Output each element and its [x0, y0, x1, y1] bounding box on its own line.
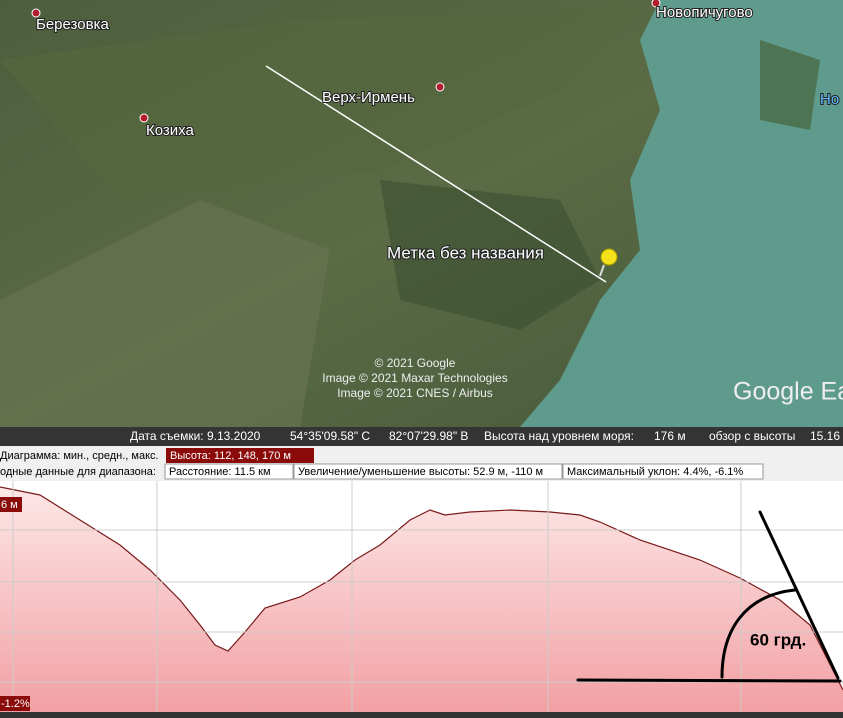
field [380, 180, 600, 330]
height-value: Высота: 112, 148, 170 м [170, 450, 291, 462]
axis-top-box [0, 497, 22, 512]
status-lon: 82°07'29.98" В [389, 429, 468, 443]
place-dot [435, 82, 445, 92]
summary-label: одные данные для диапазона: [0, 466, 156, 478]
field [0, 10, 640, 200]
status-elevation: 176 м [654, 429, 686, 443]
place-dot [651, 0, 661, 8]
place-label: Козиха [146, 122, 194, 139]
field-box [164, 463, 294, 480]
axis-bottom-label: -1.2% [1, 698, 30, 710]
chart-label: Диаграмма: мин., средн., макс. [0, 450, 159, 462]
field-box [562, 463, 764, 480]
distance: Расстояние: 11.5 км [169, 466, 271, 478]
credit: Image © 2021 CNES / Airbus [337, 386, 493, 400]
place-dot [139, 113, 149, 123]
place-label: Березовка [36, 16, 109, 33]
field-box [293, 463, 563, 480]
status-date: Дата съемки: 9.13.2020 [130, 429, 261, 443]
height-box[interactable] [166, 448, 314, 463]
grid [0, 481, 843, 712]
place-label: Но [820, 91, 839, 108]
status-label: обзор с высоты [709, 429, 795, 443]
status-view: 15.16 [810, 429, 840, 443]
axis-top-label: 6 м [1, 499, 18, 511]
map-view[interactable]: Березовка Новопичугово Верх-Ирмень Козих… [0, 0, 843, 427]
annotation-drawing [576, 510, 842, 683]
axis-bottom-box [0, 696, 30, 711]
island [760, 40, 820, 130]
profile-line [0, 486, 843, 691]
max-slope: Максимальный уклон: 4.4%, -6.1% [567, 466, 743, 478]
status-bar [0, 427, 843, 446]
profile-chart: 6 м -1.2% 60 грд. [0, 481, 843, 712]
field [0, 200, 330, 427]
axis-strip [0, 712, 843, 718]
place-dot [31, 8, 41, 18]
place-label: Верх-Ирмень [322, 89, 415, 106]
annotation: 60 грд. [750, 630, 806, 649]
profile-area [0, 487, 843, 712]
logo: Google Ea [733, 378, 843, 406]
path-line [265, 65, 607, 283]
credit: Image © 2021 Maxar Technologies [322, 371, 507, 385]
place-label: Новопичугово [656, 4, 753, 21]
pushpin[interactable] [599, 248, 618, 277]
status-lat: 54°35'09.58" С [290, 429, 370, 443]
elevation-change: Увеличение/уменьшение высоты: 52.9 м, -1… [298, 466, 543, 478]
status-label: Высота над уровнем моря: [484, 429, 634, 443]
credit: © 2021 Google [375, 356, 456, 370]
marker-label: Метка без названия [387, 243, 544, 262]
